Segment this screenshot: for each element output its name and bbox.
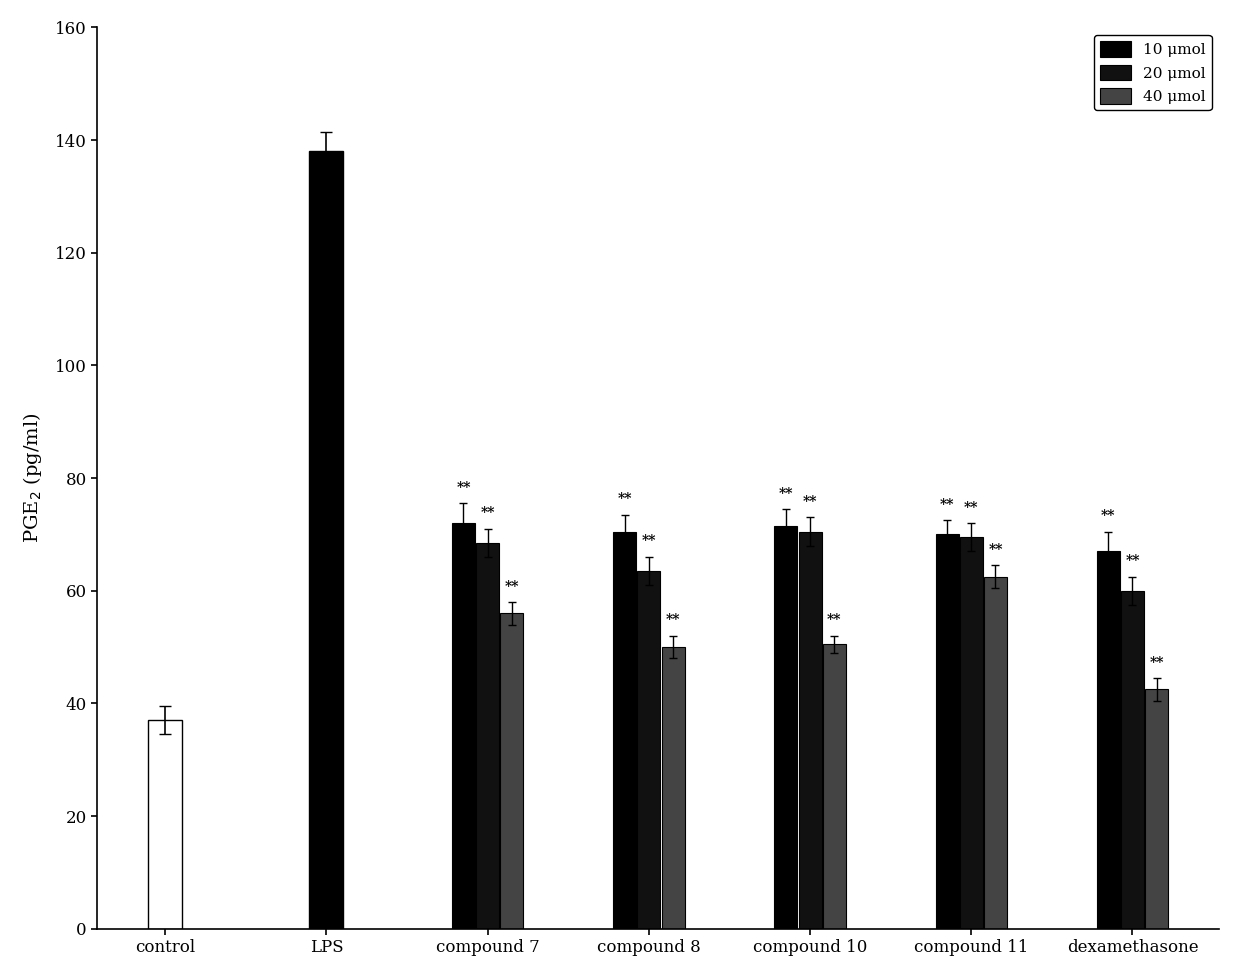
Text: **: ** bbox=[779, 487, 794, 500]
Text: **: ** bbox=[1101, 509, 1116, 523]
Bar bbox=[960, 537, 983, 929]
Bar bbox=[823, 644, 846, 929]
Text: **: ** bbox=[827, 614, 842, 627]
Text: **: ** bbox=[802, 495, 817, 509]
Bar bbox=[451, 523, 475, 929]
Bar bbox=[775, 526, 797, 929]
Text: **: ** bbox=[963, 500, 978, 515]
Bar bbox=[310, 151, 343, 929]
Bar bbox=[476, 543, 498, 929]
Bar bbox=[1146, 690, 1168, 929]
Bar bbox=[661, 647, 684, 929]
Bar bbox=[1097, 551, 1120, 929]
Text: **: ** bbox=[1149, 656, 1164, 669]
Text: **: ** bbox=[641, 534, 656, 548]
Bar bbox=[936, 534, 959, 929]
Bar bbox=[1121, 591, 1145, 929]
Text: **: ** bbox=[1125, 554, 1140, 569]
Legend: 10 μmol, 20 μmol, 40 μmol: 10 μmol, 20 μmol, 40 μmol bbox=[1094, 35, 1211, 110]
Text: **: ** bbox=[666, 614, 681, 627]
Text: **: ** bbox=[618, 492, 632, 506]
Bar bbox=[500, 614, 523, 929]
Text: **: ** bbox=[988, 543, 1003, 557]
Text: **: ** bbox=[456, 481, 471, 495]
Bar bbox=[799, 531, 822, 929]
Y-axis label: PGE$_2$ (pg/ml): PGE$_2$ (pg/ml) bbox=[21, 413, 43, 543]
Bar bbox=[149, 720, 182, 929]
Bar bbox=[613, 531, 636, 929]
Bar bbox=[637, 571, 661, 929]
Bar bbox=[985, 576, 1007, 929]
Text: **: ** bbox=[480, 506, 495, 521]
Text: **: ** bbox=[940, 498, 955, 512]
Text: **: ** bbox=[505, 579, 520, 594]
